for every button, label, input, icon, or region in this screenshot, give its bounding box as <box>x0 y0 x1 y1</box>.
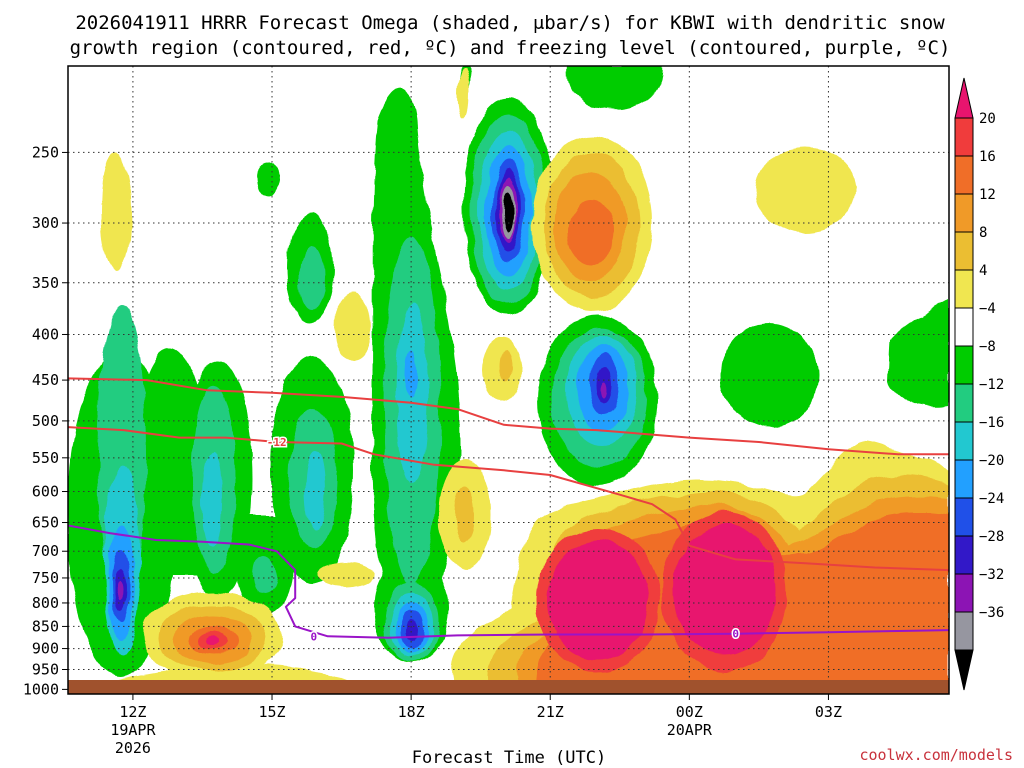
y-tick-label: 550 <box>32 449 59 467</box>
y-tick-label: 800 <box>32 594 59 612</box>
colorbar-label: 4 <box>979 263 987 279</box>
y-tick-label: 650 <box>32 514 59 532</box>
y-tick-label: 950 <box>32 661 59 679</box>
colorbar-swatch <box>954 117 974 157</box>
colorbar-label: −20 <box>979 453 1004 469</box>
chart-title-line1: 2026041911 HRRR Forecast Omega (shaded, … <box>75 12 945 34</box>
x-tick-label: 03Z <box>815 703 842 721</box>
chart-title-line2: growth region (contoured, red, ºC) and f… <box>70 37 951 59</box>
contour-line <box>68 524 949 639</box>
x-axis-title: Forecast Time (UTC) <box>412 748 606 768</box>
y-tick-label: 750 <box>32 569 59 587</box>
y-axis: 250 300 350 400 450 500 550 600 650 700 750 800 850 9… <box>23 143 68 698</box>
colorbar-top-arrow <box>954 77 974 119</box>
colorbar-bottom-arrow <box>954 649 974 691</box>
ground-surface <box>68 680 949 694</box>
colorbar-label: 16 <box>979 149 996 165</box>
y-tick-label: 350 <box>32 274 59 292</box>
credit-label: coolwx.com/models <box>859 746 1013 764</box>
colorbar-label: −4 <box>979 301 996 317</box>
colorbar-label: −36 <box>979 605 1004 621</box>
x-tick-label: 12Z <box>119 703 146 721</box>
colorbar-swatch <box>954 497 974 537</box>
colorbar-label: −24 <box>979 491 1004 507</box>
colorbar-label: −28 <box>979 529 1004 545</box>
colorbar-swatch <box>954 155 974 195</box>
colorbar-label: −16 <box>979 415 1004 431</box>
y-tick-label: 700 <box>32 542 59 560</box>
colorbar-swatch <box>954 269 974 309</box>
colorbar-swatch <box>954 307 974 347</box>
colorbar-label: 8 <box>979 225 987 241</box>
colorbar-label: −32 <box>979 567 1004 583</box>
colorbar-swatch <box>954 345 974 385</box>
temperature-contours: -12 0 0 <box>68 377 949 645</box>
colorbar-swatch <box>954 611 974 651</box>
omega-band-minus36 <box>503 191 513 233</box>
plot-area: -12 0 0 <box>68 66 949 694</box>
colorbar-swatch <box>954 421 974 461</box>
y-tick-label: 300 <box>32 214 59 232</box>
x-tick-label: 21Z <box>537 703 564 721</box>
y-tick-label: 900 <box>32 640 59 658</box>
colorbar-swatch <box>954 383 974 423</box>
y-tick-label: 600 <box>32 483 59 501</box>
colorbar-swatch <box>954 231 974 271</box>
omega-shading <box>68 66 949 690</box>
x-tick-date: 19APR <box>110 721 156 739</box>
omega-band-plus24 <box>207 525 777 660</box>
y-tick-label: 250 <box>32 143 59 161</box>
colorbar-label: 12 <box>979 187 996 203</box>
x-tick-label: 15Z <box>258 703 285 721</box>
contour-label: 0 <box>732 628 739 641</box>
colorbar-label: −8 <box>979 339 996 355</box>
x-tick-label: 18Z <box>398 703 425 721</box>
colorbar: 20 16 12 8 4 −4 −8 −12 −16 −20 −24 −28 −32 −36 <box>954 77 1004 691</box>
x-tick-label: 00Z <box>676 703 703 721</box>
contour-label: 0 <box>310 630 317 643</box>
x-tick-year: 2026 <box>115 739 151 757</box>
y-tick-label: 450 <box>32 371 59 389</box>
y-tick-label: 400 <box>32 325 59 343</box>
colorbar-swatch <box>954 573 974 613</box>
y-tick-label: 850 <box>32 617 59 635</box>
colorbar-swatch <box>954 193 974 233</box>
colorbar-swatch <box>954 535 974 575</box>
colorbar-label: −12 <box>979 377 1004 393</box>
contour-label: -12 <box>267 436 287 449</box>
contour-line <box>68 377 949 456</box>
colorbar-label: 20 <box>979 111 996 127</box>
colorbar-swatch <box>954 459 974 499</box>
y-tick-label: 1000 <box>23 680 59 698</box>
y-tick-label: 500 <box>32 412 59 430</box>
x-tick-date: 20APR <box>667 721 713 739</box>
contour-line <box>68 426 949 572</box>
